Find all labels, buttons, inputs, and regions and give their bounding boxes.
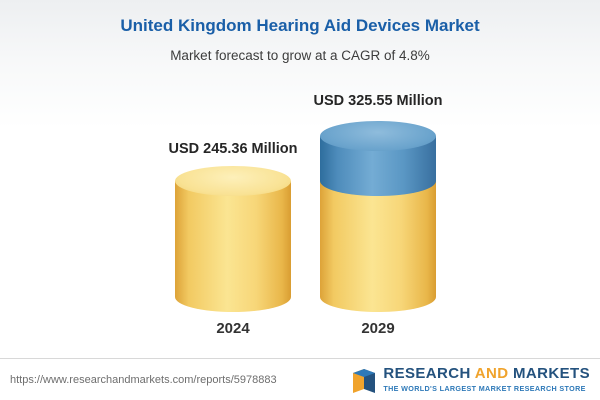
logo-mark-icon xyxy=(353,368,376,393)
researchandmarkets-logo: RESEARCH AND MARKETS THE WORLD'S LARGEST… xyxy=(351,364,590,394)
x-axis-label-2024: 2024 xyxy=(216,320,250,337)
bar-2024-top xyxy=(175,166,291,196)
footer-bar: https://www.researchandmarkets.com/repor… xyxy=(0,358,600,400)
bar-2029-growth-segment xyxy=(320,121,436,196)
logo-text: RESEARCH AND MARKETS THE WORLD'S LARGEST… xyxy=(383,364,590,394)
logo-word-markets: MARKETS xyxy=(508,364,590,382)
logo-tagline: THE WORLD'S LARGEST MARKET RESEARCH STOR… xyxy=(383,384,586,394)
value-label-2029: USD 325.55 Million xyxy=(313,93,443,109)
source-url: https://www.researchandmarkets.com/repor… xyxy=(10,373,277,386)
logo-word-research: RESEARCH xyxy=(383,364,475,382)
chart-title: United Kingdom Hearing Aid Devices Marke… xyxy=(120,16,480,35)
x-axis-label-2029: 2029 xyxy=(361,320,395,337)
bar-2024-body xyxy=(175,181,291,312)
value-label-2024: USD 245.36 Million xyxy=(168,141,298,157)
bar-2029 xyxy=(320,121,436,312)
chart-subtitle: Market forecast to grow at a CAGR of 4.8… xyxy=(170,48,430,63)
bar-2024 xyxy=(175,166,291,312)
logo-name: RESEARCH AND MARKETS xyxy=(383,364,590,383)
logo-word-and: AND xyxy=(474,364,509,382)
